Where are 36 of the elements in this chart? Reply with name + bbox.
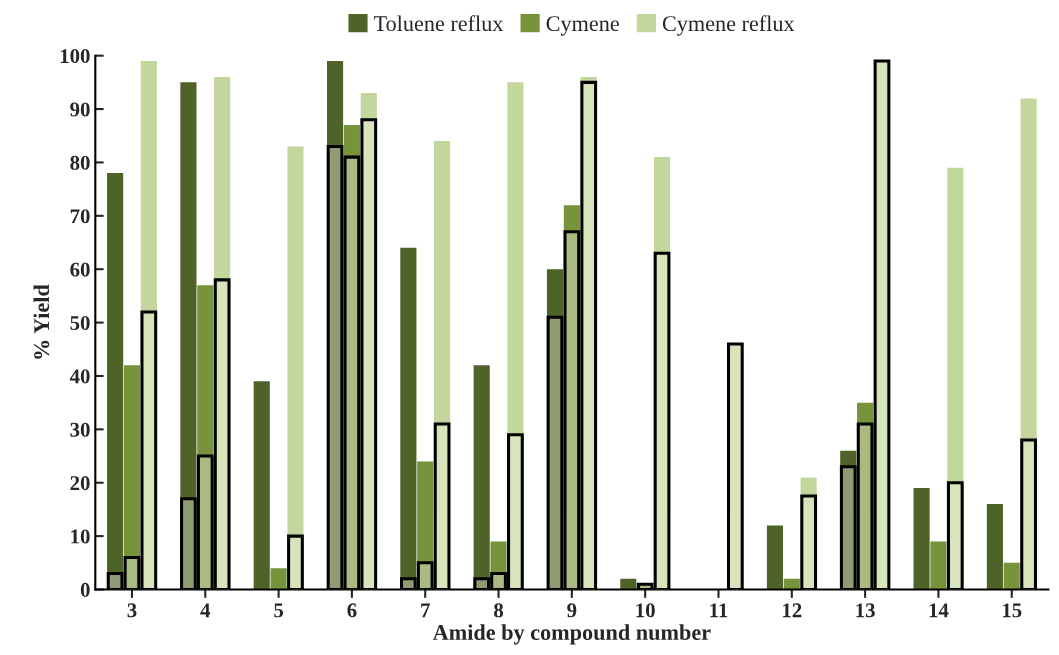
- y-tick-label: 100: [60, 49, 90, 64]
- y-tick-label: 80: [70, 155, 90, 170]
- bar: [766, 525, 784, 590]
- bar: [913, 488, 930, 590]
- x-tick-label: 6: [347, 603, 357, 618]
- y-tick-label: 60: [70, 262, 90, 277]
- y-tick-label: 10: [71, 529, 90, 544]
- y-tick-label: 40: [69, 369, 90, 384]
- x-tick-label: 12: [783, 603, 802, 618]
- x-tick-label: 7: [421, 603, 430, 618]
- x-tick-label: 11: [710, 603, 728, 618]
- bar: [986, 504, 1003, 590]
- y-tick-label: 90: [70, 102, 90, 117]
- y-tick-label: 20: [70, 476, 90, 491]
- x-tick-label: 8: [494, 603, 504, 618]
- bar: [930, 541, 947, 590]
- bar: [253, 381, 270, 590]
- y-tick-label: 50: [70, 315, 90, 331]
- x-tick-label: 3: [127, 603, 137, 618]
- x-tick-label: 5: [274, 603, 284, 618]
- x-tick-label: 4: [200, 603, 211, 618]
- x-tick-label: 10: [636, 603, 655, 618]
- legend-label: Toluene reflux: [373, 15, 504, 32]
- legend-label: Cymene reflux: [662, 15, 795, 36]
- x-tick-label: 9: [567, 603, 577, 618]
- y-tick-label: 70: [70, 209, 90, 224]
- y-tick-label: 0: [80, 582, 90, 597]
- x-axis-title: Amide by compound number: [432, 624, 711, 645]
- y-axis-title: % Yield: [33, 284, 50, 359]
- x-tick-label: 15: [1003, 603, 1022, 618]
- bar: [1003, 562, 1020, 590]
- bar: [270, 568, 287, 590]
- legend-label: Cymene: [546, 16, 619, 36]
- y-tick-label: 30: [70, 422, 90, 437]
- x-tick-label: 14: [929, 603, 949, 618]
- x-tick-label: 13: [856, 603, 875, 618]
